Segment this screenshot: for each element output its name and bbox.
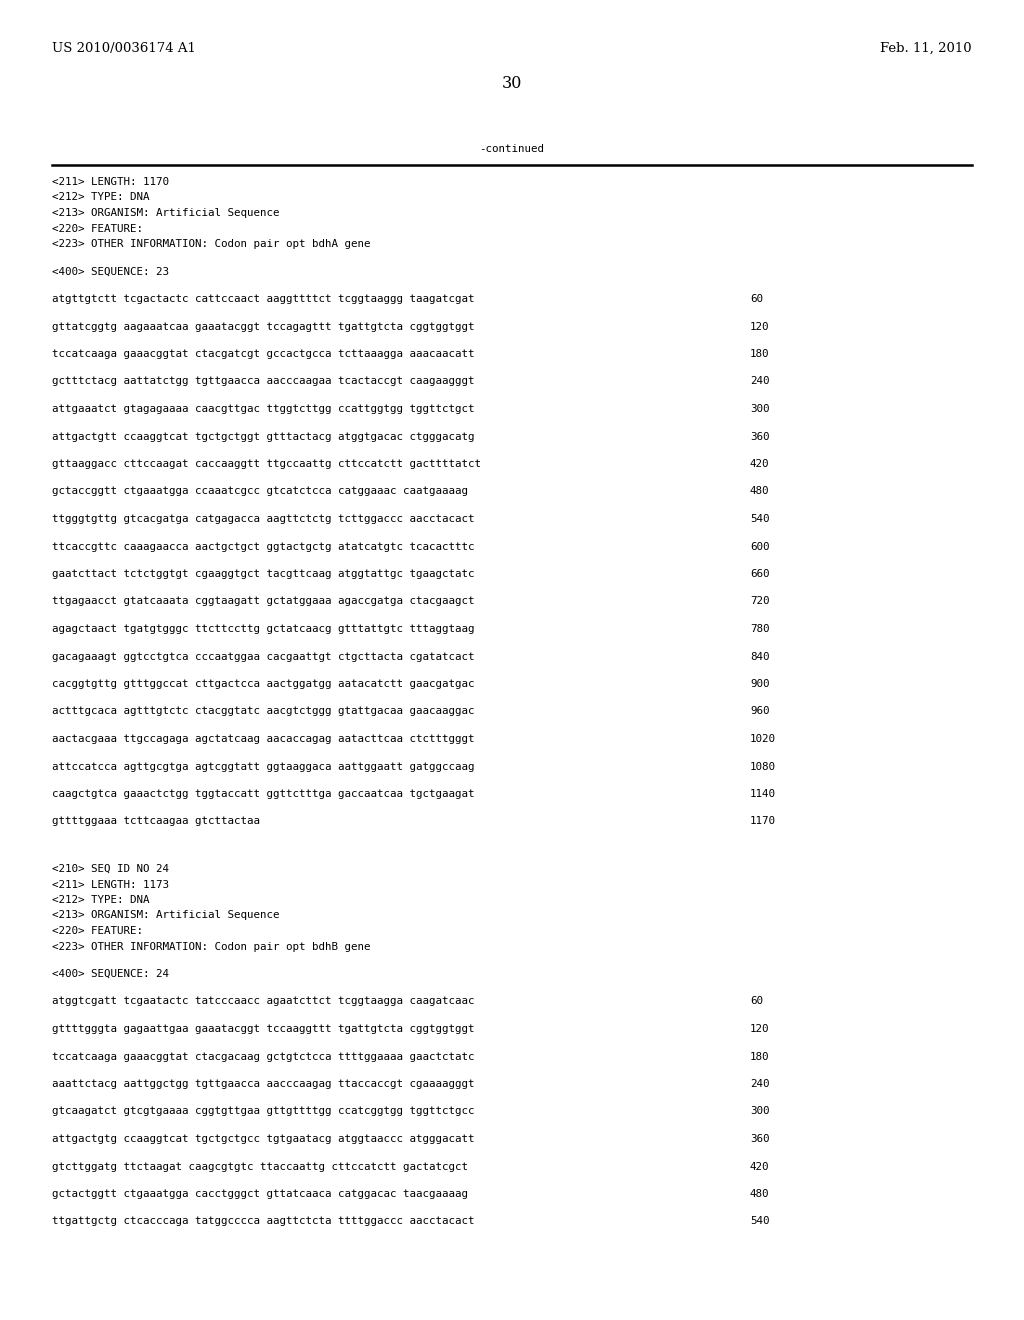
- Text: aactacgaaa ttgccagaga agctatcaag aacaccagag aatacttcaa ctctttgggt: aactacgaaa ttgccagaga agctatcaag aacacca…: [52, 734, 474, 744]
- Text: gttttgggta gagaattgaa gaaatacggt tccaaggttt tgattgtcta cggtggtggt: gttttgggta gagaattgaa gaaatacggt tccaagg…: [52, 1024, 474, 1034]
- Text: 60: 60: [750, 294, 763, 304]
- Text: 540: 540: [750, 513, 769, 524]
- Text: 660: 660: [750, 569, 769, 579]
- Text: 300: 300: [750, 1106, 769, 1117]
- Text: gtcttggatg ttctaagat caagcgtgtc ttaccaattg cttccatctt gactatcgct: gtcttggatg ttctaagat caagcgtgtc ttaccaat…: [52, 1162, 468, 1172]
- Text: ttgagaacct gtatcaaata cggtaagatt gctatggaaa agaccgatga ctacgaagct: ttgagaacct gtatcaaata cggtaagatt gctatgg…: [52, 597, 474, 606]
- Text: 600: 600: [750, 541, 769, 552]
- Text: ttgggtgttg gtcacgatga catgagacca aagttctctg tcttggaccc aacctacact: ttgggtgttg gtcacgatga catgagacca aagttct…: [52, 513, 474, 524]
- Text: gctactggtt ctgaaatgga cacctgggct gttatcaaca catggacac taacgaaaag: gctactggtt ctgaaatgga cacctgggct gttatca…: [52, 1189, 468, 1199]
- Text: 900: 900: [750, 678, 769, 689]
- Text: 30: 30: [502, 75, 522, 92]
- Text: gttatcggtg aagaaatcaa gaaatacggt tccagagttt tgattgtcta cggtggtggt: gttatcggtg aagaaatcaa gaaatacggt tccagag…: [52, 322, 474, 331]
- Text: attgactgtt ccaaggtcat tgctgctggt gtttactacg atggtgacac ctgggacatg: attgactgtt ccaaggtcat tgctgctggt gtttact…: [52, 432, 474, 441]
- Text: 480: 480: [750, 487, 769, 496]
- Text: <212> TYPE: DNA: <212> TYPE: DNA: [52, 193, 150, 202]
- Text: <220> FEATURE:: <220> FEATURE:: [52, 223, 143, 234]
- Text: 1020: 1020: [750, 734, 776, 744]
- Text: 1140: 1140: [750, 789, 776, 799]
- Text: attgactgtg ccaaggtcat tgctgctgcc tgtgaatacg atggtaaccc atgggacatt: attgactgtg ccaaggtcat tgctgctgcc tgtgaat…: [52, 1134, 474, 1144]
- Text: 420: 420: [750, 1162, 769, 1172]
- Text: 360: 360: [750, 432, 769, 441]
- Text: atgttgtctt tcgactactc cattccaact aaggttttct tcggtaaggg taagatcgat: atgttgtctt tcgactactc cattccaact aaggttt…: [52, 294, 474, 304]
- Text: Feb. 11, 2010: Feb. 11, 2010: [881, 42, 972, 55]
- Text: <220> FEATURE:: <220> FEATURE:: [52, 927, 143, 936]
- Text: gttttggaaa tcttcaagaa gtcttactaa: gttttggaaa tcttcaagaa gtcttactaa: [52, 817, 260, 826]
- Text: attgaaatct gtagagaaaa caacgttgac ttggtcttgg ccattggtgg tggttctgct: attgaaatct gtagagaaaa caacgttgac ttggtct…: [52, 404, 474, 414]
- Text: 300: 300: [750, 404, 769, 414]
- Text: 720: 720: [750, 597, 769, 606]
- Text: 540: 540: [750, 1217, 769, 1226]
- Text: 240: 240: [750, 376, 769, 387]
- Text: gtcaagatct gtcgtgaaaa cggtgttgaa gttgttttgg ccatcggtgg tggttctgcc: gtcaagatct gtcgtgaaaa cggtgttgaa gttgttt…: [52, 1106, 474, 1117]
- Text: <211> LENGTH: 1173: <211> LENGTH: 1173: [52, 879, 169, 890]
- Text: 240: 240: [750, 1078, 769, 1089]
- Text: tccatcaaga gaaacggtat ctacgacaag gctgtctcca ttttggaaaa gaactctatc: tccatcaaga gaaacggtat ctacgacaag gctgtct…: [52, 1052, 474, 1061]
- Text: US 2010/0036174 A1: US 2010/0036174 A1: [52, 42, 196, 55]
- Text: <223> OTHER INFORMATION: Codon pair opt bdhA gene: <223> OTHER INFORMATION: Codon pair opt …: [52, 239, 371, 249]
- Text: 480: 480: [750, 1189, 769, 1199]
- Text: 60: 60: [750, 997, 763, 1006]
- Text: <210> SEQ ID NO 24: <210> SEQ ID NO 24: [52, 865, 169, 874]
- Text: -continued: -continued: [479, 144, 545, 154]
- Text: <223> OTHER INFORMATION: Codon pair opt bdhB gene: <223> OTHER INFORMATION: Codon pair opt …: [52, 941, 371, 952]
- Text: gctaccggtt ctgaaatgga ccaaatcgcc gtcatctcca catggaaac caatgaaaag: gctaccggtt ctgaaatgga ccaaatcgcc gtcatct…: [52, 487, 468, 496]
- Text: <212> TYPE: DNA: <212> TYPE: DNA: [52, 895, 150, 906]
- Text: cacggtgttg gtttggccat cttgactcca aactggatgg aatacatctt gaacgatgac: cacggtgttg gtttggccat cttgactcca aactgga…: [52, 678, 474, 689]
- Text: 840: 840: [750, 652, 769, 661]
- Text: gctttctacg aattatctgg tgttgaacca aacccaagaa tcactaccgt caagaagggt: gctttctacg aattatctgg tgttgaacca aacccaa…: [52, 376, 474, 387]
- Text: 180: 180: [750, 348, 769, 359]
- Text: <211> LENGTH: 1170: <211> LENGTH: 1170: [52, 177, 169, 187]
- Text: caagctgtca gaaactctgg tggtaccatt ggttctttga gaccaatcaa tgctgaagat: caagctgtca gaaactctgg tggtaccatt ggttctt…: [52, 789, 474, 799]
- Text: 960: 960: [750, 706, 769, 717]
- Text: ttgattgctg ctcacccaga tatggcccca aagttctcta ttttggaccc aacctacact: ttgattgctg ctcacccaga tatggcccca aagttct…: [52, 1217, 474, 1226]
- Text: gacagaaagt ggtcctgtca cccaatggaa cacgaattgt ctgcttacta cgatatcact: gacagaaagt ggtcctgtca cccaatggaa cacgaat…: [52, 652, 474, 661]
- Text: gttaaggacc cttccaagat caccaaggtt ttgccaattg cttccatctt gacttttatct: gttaaggacc cttccaagat caccaaggtt ttgccaa…: [52, 459, 481, 469]
- Text: actttgcaca agtttgtctc ctacggtatc aacgtctggg gtattgacaa gaacaaggac: actttgcaca agtttgtctc ctacggtatc aacgtct…: [52, 706, 474, 717]
- Text: aaattctacg aattggctgg tgttgaacca aacccaagag ttaccaccgt cgaaaagggt: aaattctacg aattggctgg tgttgaacca aacccaa…: [52, 1078, 474, 1089]
- Text: <213> ORGANISM: Artificial Sequence: <213> ORGANISM: Artificial Sequence: [52, 911, 280, 920]
- Text: 180: 180: [750, 1052, 769, 1061]
- Text: 120: 120: [750, 322, 769, 331]
- Text: 1080: 1080: [750, 762, 776, 771]
- Text: 420: 420: [750, 459, 769, 469]
- Text: 780: 780: [750, 624, 769, 634]
- Text: atggtcgatt tcgaatactc tatcccaacc agaatcttct tcggtaagga caagatcaac: atggtcgatt tcgaatactc tatcccaacc agaatct…: [52, 997, 474, 1006]
- Text: gaatcttact tctctggtgt cgaaggtgct tacgttcaag atggtattgc tgaagctatc: gaatcttact tctctggtgt cgaaggtgct tacgttc…: [52, 569, 474, 579]
- Text: agagctaact tgatgtgggc ttcttccttg gctatcaacg gtttattgtc tttaggtaag: agagctaact tgatgtgggc ttcttccttg gctatca…: [52, 624, 474, 634]
- Text: 1170: 1170: [750, 817, 776, 826]
- Text: 120: 120: [750, 1024, 769, 1034]
- Text: <400> SEQUENCE: 24: <400> SEQUENCE: 24: [52, 969, 169, 979]
- Text: attccatcca agttgcgtga agtcggtatt ggtaaggaca aattggaatt gatggccaag: attccatcca agttgcgtga agtcggtatt ggtaagg…: [52, 762, 474, 771]
- Text: tccatcaaga gaaacggtat ctacgatcgt gccactgcca tcttaaagga aaacaacatt: tccatcaaga gaaacggtat ctacgatcgt gccactg…: [52, 348, 474, 359]
- Text: 360: 360: [750, 1134, 769, 1144]
- Text: <213> ORGANISM: Artificial Sequence: <213> ORGANISM: Artificial Sequence: [52, 209, 280, 218]
- Text: <400> SEQUENCE: 23: <400> SEQUENCE: 23: [52, 267, 169, 276]
- Text: ttcaccgttc caaagaacca aactgctgct ggtactgctg atatcatgtc tcacactttc: ttcaccgttc caaagaacca aactgctgct ggtactg…: [52, 541, 474, 552]
